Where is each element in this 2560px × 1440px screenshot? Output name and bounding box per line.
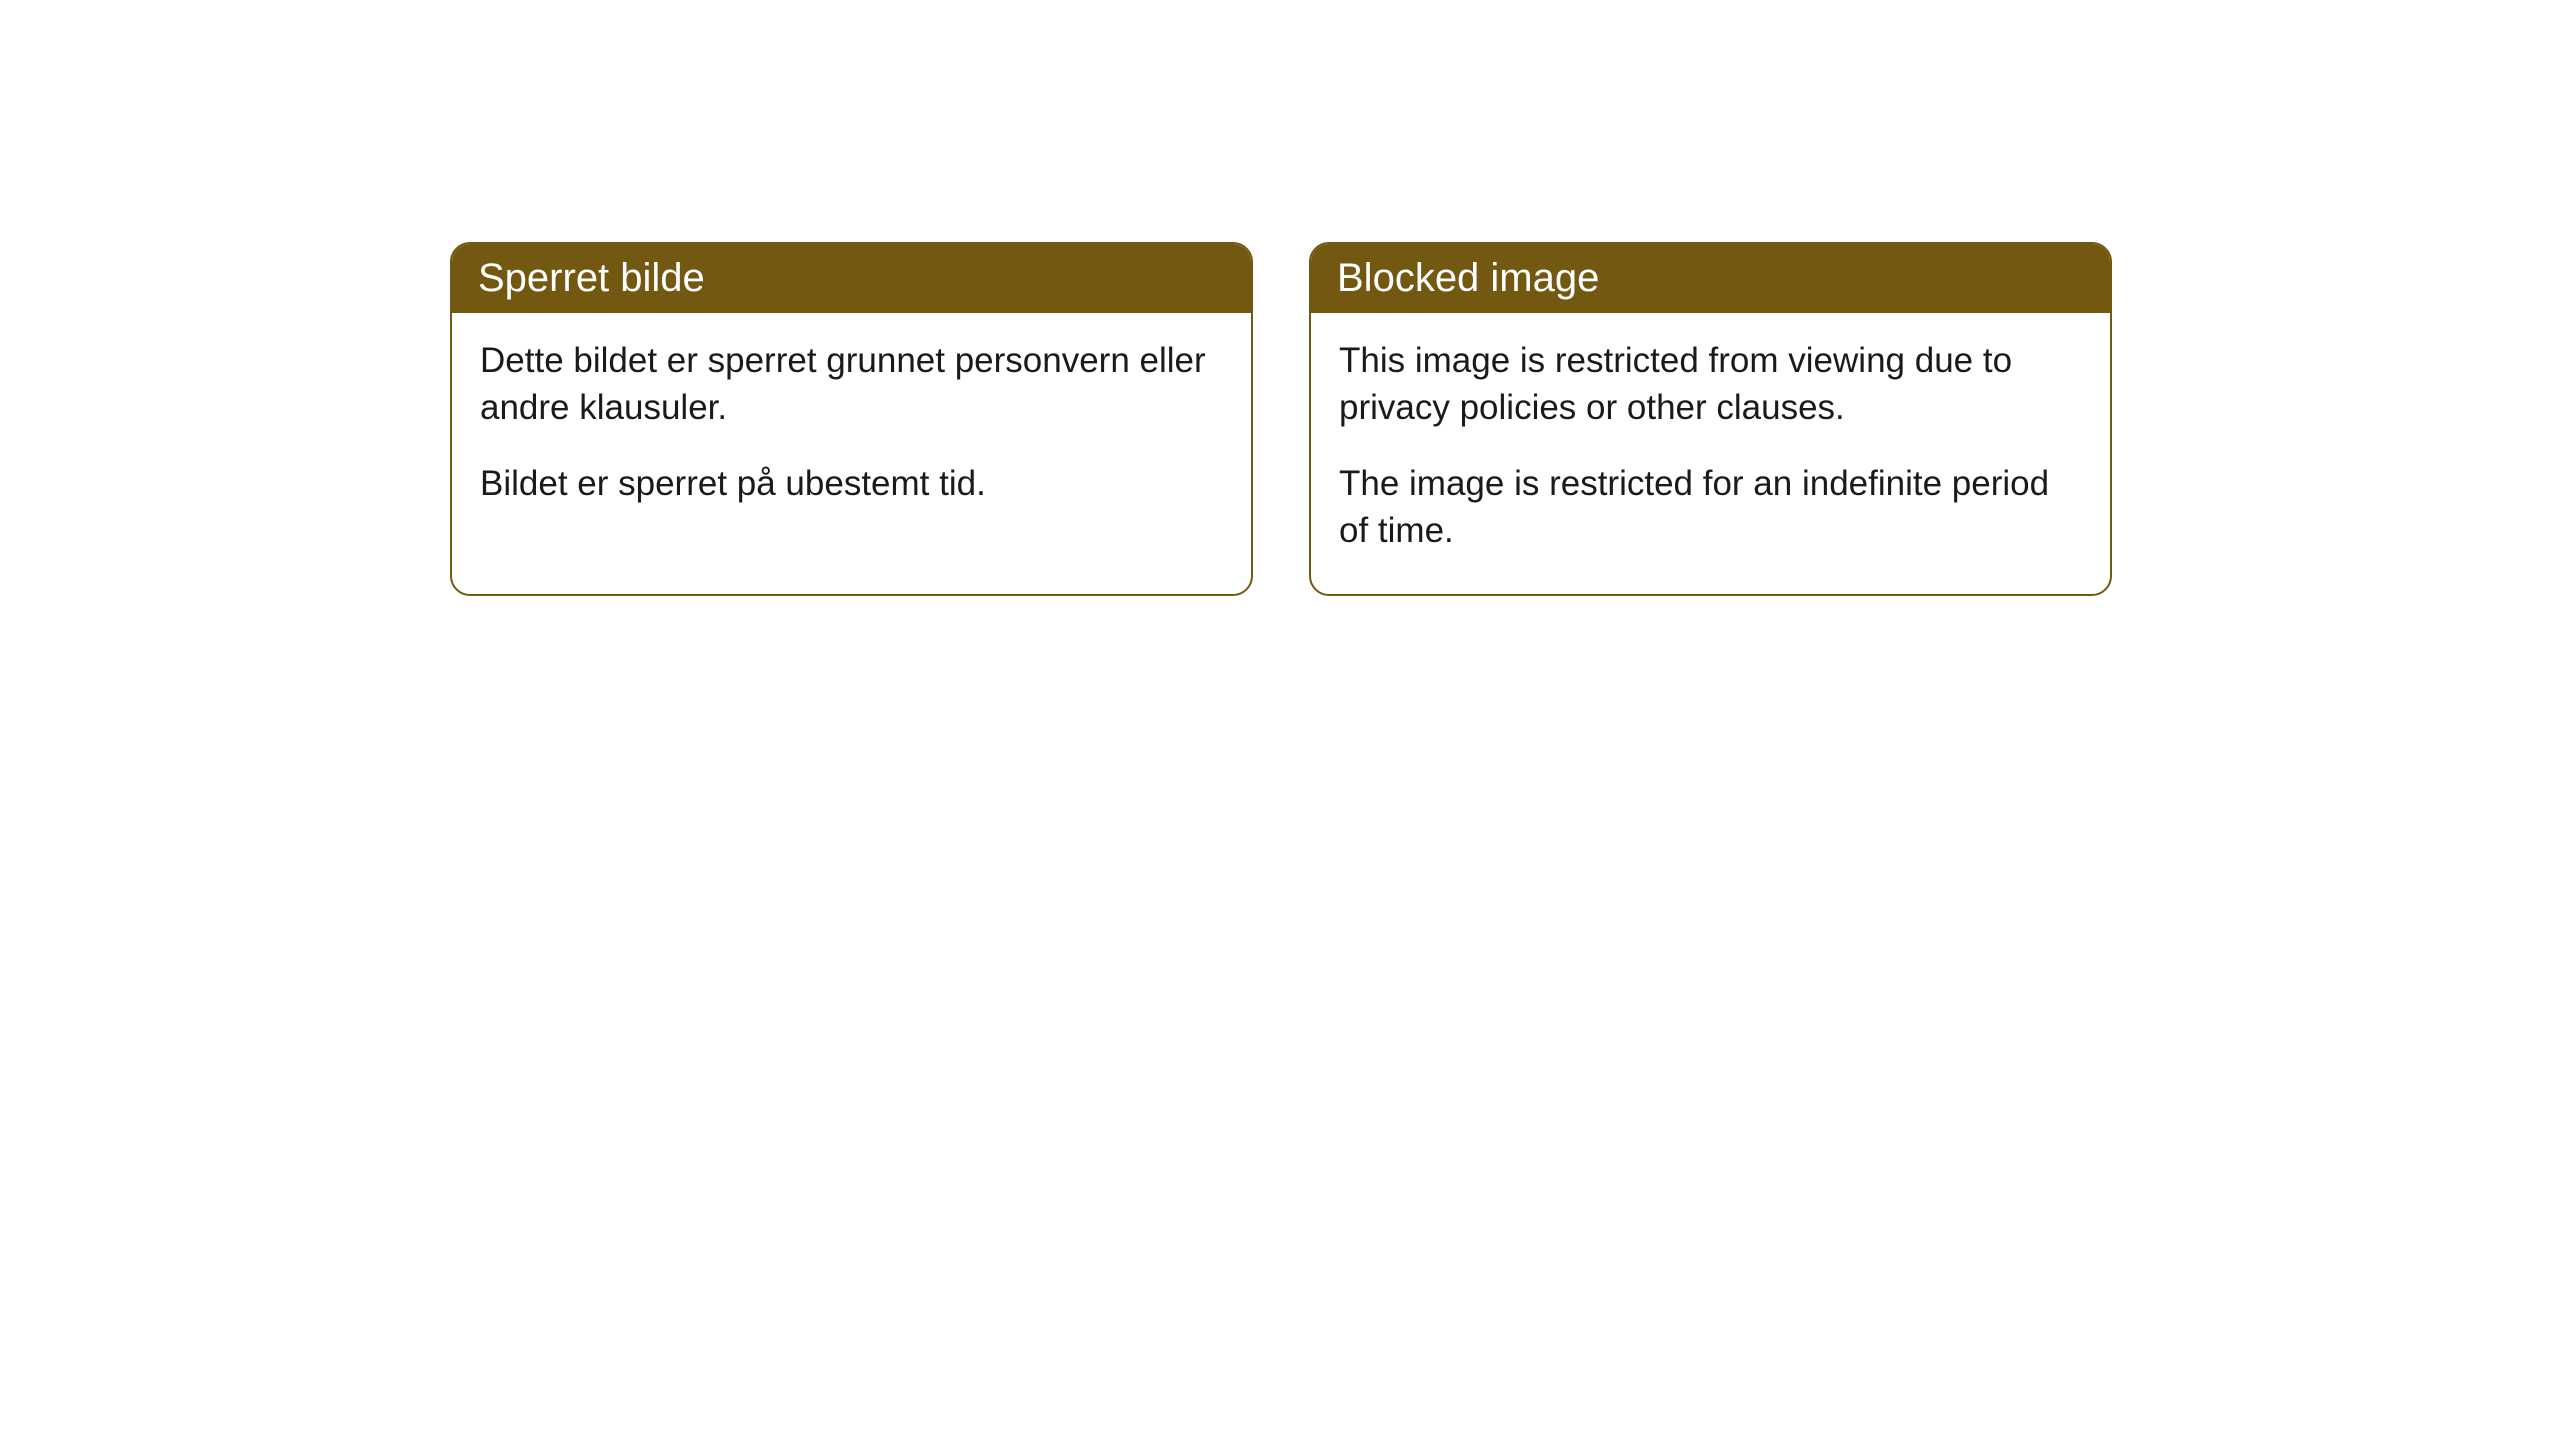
card-title: Sperret bilde	[478, 256, 705, 300]
card-header: Blocked image	[1311, 244, 2110, 313]
card-paragraph: This image is restricted from viewing du…	[1339, 337, 2082, 432]
card-paragraph: Bildet er sperret på ubestemt tid.	[480, 460, 1223, 507]
card-body: Dette bildet er sperret grunnet personve…	[452, 313, 1251, 547]
card-title: Blocked image	[1337, 256, 1599, 300]
card-header: Sperret bilde	[452, 244, 1251, 313]
card-body: This image is restricted from viewing du…	[1311, 313, 2110, 594]
blocked-image-card-no: Sperret bilde Dette bildet er sperret gr…	[450, 242, 1253, 596]
card-paragraph: The image is restricted for an indefinit…	[1339, 460, 2082, 555]
cards-container: Sperret bilde Dette bildet er sperret gr…	[450, 242, 2560, 596]
blocked-image-card-en: Blocked image This image is restricted f…	[1309, 242, 2112, 596]
card-paragraph: Dette bildet er sperret grunnet personve…	[480, 337, 1223, 432]
